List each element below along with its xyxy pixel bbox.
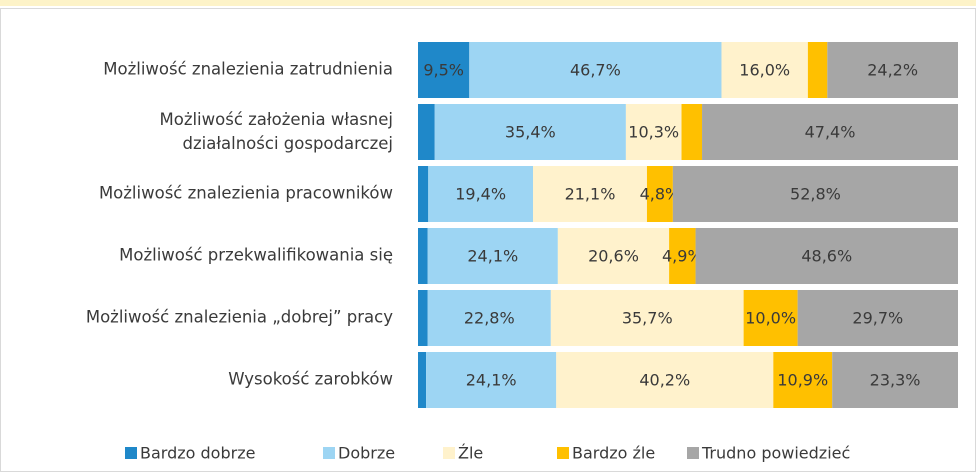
legend-label: Bardzo źle: [572, 444, 655, 463]
value-label: 40,2%: [639, 371, 690, 390]
value-label: 24,1%: [467, 247, 518, 266]
category-label-line: działalności gospodarczej: [183, 134, 393, 153]
bar-segment: [681, 104, 703, 160]
category-label: Wysokość zarobków: [228, 370, 393, 389]
bar-segment: [469, 42, 722, 98]
legend-label: Źle: [458, 444, 483, 463]
bar-segment: [672, 166, 958, 222]
legend-label: Dobrze: [338, 444, 395, 463]
legend-swatch: [125, 447, 137, 459]
top-strip: [0, 0, 976, 6]
value-label: 21,1%: [565, 185, 616, 204]
value-label: 35,4%: [505, 123, 556, 142]
value-label: 10,0%: [745, 309, 796, 328]
bar-segment: [418, 104, 435, 160]
bar-segment: [646, 166, 673, 222]
value-label: 10,3%: [628, 123, 679, 142]
bar-segment: [797, 290, 958, 346]
bar-segment: [533, 166, 647, 222]
bar-segment: [418, 352, 427, 408]
value-label: 23,3%: [870, 371, 921, 390]
bar-segment: [426, 352, 557, 408]
value-label: 20,6%: [588, 247, 639, 266]
bar-segment: [827, 42, 958, 98]
bar-segment: [557, 228, 670, 284]
category-label: Możliwość założenia własnej działalności …: [159, 110, 393, 153]
bar-segment: [832, 352, 958, 408]
bar-segment: [721, 42, 808, 98]
bar-segment: [556, 352, 774, 408]
bar-segment: [418, 42, 470, 98]
legend-swatch: [443, 447, 455, 459]
value-label: 4,8%: [640, 185, 681, 204]
category-label: Możliwość znalezienia pracowników: [99, 184, 393, 203]
value-label: 19,4%: [455, 185, 506, 204]
bar-segment: [418, 166, 429, 222]
value-label: 9,5%: [423, 61, 464, 80]
bar-segment: [702, 104, 958, 160]
legend-swatch: [687, 447, 699, 459]
bar-segment: [625, 104, 682, 160]
category-label: Możliwość znalezienia zatrudnienia: [103, 60, 393, 79]
value-label: 16,0%: [739, 61, 790, 80]
category-label: Możliwość znalezienia „dobrej” pracy: [86, 308, 393, 327]
value-label: 52,8%: [790, 185, 841, 204]
value-label: 22,8%: [464, 309, 515, 328]
value-label: 4,9%: [662, 247, 703, 266]
value-label: 46,7%: [570, 61, 621, 80]
bar-segment: [418, 290, 428, 346]
value-label: 24,2%: [867, 61, 918, 80]
value-label: 10,9%: [777, 371, 828, 390]
legend-label: Bardzo dobrze: [140, 444, 255, 463]
value-label: 35,7%: [622, 309, 673, 328]
bar-segment: [773, 352, 833, 408]
bar-segment: [550, 290, 744, 346]
value-label: 24,1%: [466, 371, 517, 390]
bar-segment: [743, 290, 798, 346]
legend-swatch: [557, 447, 569, 459]
bar-segment: [434, 104, 626, 160]
bar-segment: [427, 228, 558, 284]
bar-segment: [418, 228, 428, 284]
value-label: 29,7%: [852, 309, 903, 328]
legend-swatch: [323, 447, 335, 459]
value-label: 47,4%: [805, 123, 856, 142]
category-label-line: Możliwość założenia własnej: [159, 110, 393, 129]
category-label: Możliwość przekwalifikowania się: [119, 246, 393, 265]
bar-segment: [428, 166, 534, 222]
bar-segment: [669, 228, 696, 284]
bar-segment: [427, 290, 551, 346]
legend-label: Trudno powiedzieć: [701, 444, 850, 463]
bar-segment: [695, 228, 958, 284]
bar-segment: [807, 42, 828, 98]
value-label: 48,6%: [801, 247, 852, 266]
